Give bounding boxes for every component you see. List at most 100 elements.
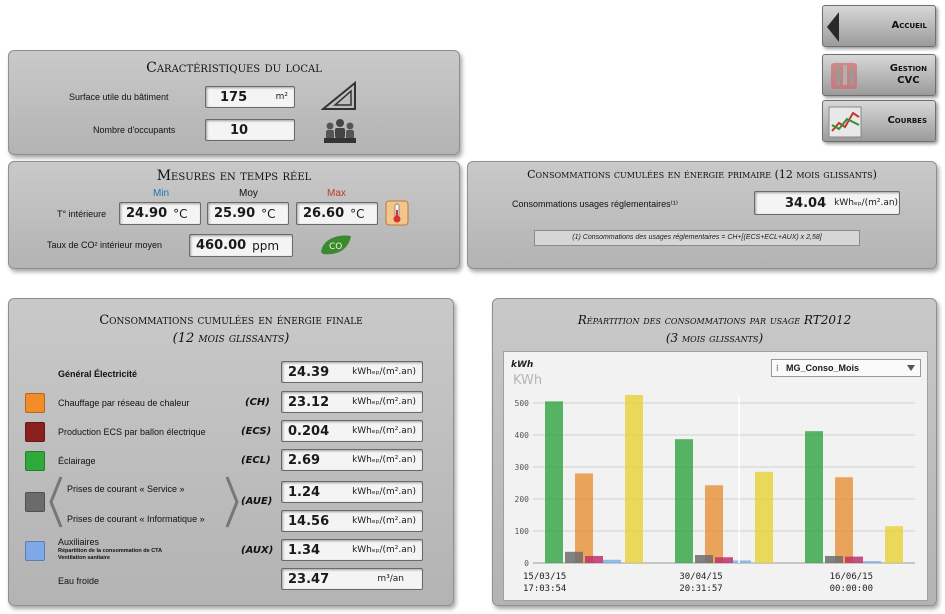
bar-total [885,526,903,563]
mg-conso-dropdown[interactable]: ⁝ MG_Conso_Mois [771,359,921,377]
y-axis-ghost-label: KWh [513,373,542,388]
ecs-code: (ECS) [241,426,272,437]
chauffage-value-box: 23.12 kWhₑₚ/(m².an) [281,391,423,413]
bar-eclairage [675,439,693,563]
bar-chauffage [705,485,723,563]
primaire-value-box: 34.04 kWhₑₚ/(m².an) [754,191,900,215]
bar-chauffage [575,473,593,563]
bar-eclairage [545,401,563,563]
eclairage-value: 2.69 [288,452,321,468]
aue-code: (AUE) [241,496,273,507]
surface-value: 175 [220,89,248,105]
chauffage-swatch [25,393,45,413]
mesures-title: Mesures en temps réel [156,168,312,184]
gestion-cvc-button[interactable]: Gestion CVC [822,54,936,96]
ecs-swatch [25,422,45,442]
primaire-unit: kWhₑₚ/(m².an) [834,198,899,208]
ecs-unit: kWhₑₚ/(m².an) [352,426,416,436]
y-tick-label: 500 [515,399,530,408]
courbes-button[interactable]: Courbes [822,100,936,142]
y-tick-label: 200 [515,495,530,504]
dropdown-arrow-icon [907,365,915,371]
occupants-value-box: 10 [205,119,295,141]
dropdown-value: MG_Conso_Mois [786,363,860,373]
primaire-title: Consommations cumulées en énergie primai… [527,168,877,181]
aux-swatch [25,541,45,561]
bar-aux [603,559,621,563]
y-tick-label: 300 [515,463,530,472]
aux-sub1: Répartition de la consommation de CTA [58,548,163,554]
ecs-value-box: 0.204 kWhₑₚ/(m².an) [281,420,423,442]
bar-chauffage [835,477,853,563]
aue-label-service: Prises de courant « Service » [67,484,185,494]
grip-icon: ⁝ [776,363,779,373]
primaire-label: Consommations usages réglementaires⁽¹⁾ [512,199,678,209]
aue-informatique-value: 14.56 [288,513,330,529]
chauffage-unit: kWhₑₚ/(m².an) [352,397,416,407]
people-icon [324,119,356,143]
y-axis-label: kWh [511,360,533,370]
mesures-panel: Mesures en temps réel Min Moy Max T° int… [8,161,460,269]
occupants-label: Nombre d'occupants [93,125,176,135]
ecs-label: Production ECS par ballon électrique [58,427,206,437]
general-value: 24.39 [288,364,330,380]
local-title: Caractéristiques du local [146,60,322,76]
temp-min-unit: °C [173,206,188,221]
building-icon [831,63,857,89]
aue-bracket-right-icon [225,476,239,528]
x-tick-label: 00:00:00 [830,584,873,594]
bar-ecs [715,557,733,563]
courbes-label: Courbes [887,115,927,126]
co2-leaf-icon: CO [321,235,351,255]
co2-label: Taux de CO² intérieur moyen [47,240,163,250]
temp-max-box: 26.60 °C [296,202,378,225]
finale-title-line2: (12 mois glissants) [172,331,290,346]
occupants-value: 10 [230,122,249,138]
gestion-cvc-label: Gestion CVC [889,63,927,86]
svg-text:CO: CO [329,242,342,252]
bar-aux [733,560,751,563]
temp-min-box: 24.90 °C [119,202,201,225]
eau-label: Eau froide [58,576,100,586]
bar-aux [863,561,881,563]
aux-label: Auxiliaires [58,537,100,547]
aux-value-box: 1.34 kWhₑₚ/(m².an) [281,539,423,561]
aue-informatique-unit: kWhₑₚ/(m².an) [352,516,416,526]
surface-value-box: 175 m² [205,86,295,108]
y-tick-label: 400 [515,431,530,440]
bar-aue [565,551,583,563]
aue-service-value: 1.24 [288,484,321,500]
aue-label-informatique: Prises de courant « Informatique » [67,514,205,524]
eau-unit: m³/an [377,574,404,584]
aue-informatique-value-box: 14.56 kWhₑₚ/(m².an) [281,510,423,532]
aue-swatch [25,492,45,512]
primaire-note: (1) Consommations des usages réglementai… [534,230,860,246]
bar-total [755,471,773,563]
temp-max-unit: °C [350,206,365,221]
y-tick-label: 100 [515,527,530,536]
primaire-panel: Consommations cumulées en énergie primai… [467,161,937,269]
co2-value: 460.00 [196,238,247,253]
temp-label: T° intérieure [57,209,107,219]
repartition-chart: kWh KWh 0 100 200 300 400 500 15/03/15 17:03:54 30… [511,360,915,594]
eclairage-code: (ECL) [241,455,271,466]
bar-total [625,395,643,563]
y-tick-label: 0 [524,559,529,568]
temp-moy-box: 25.90 °C [207,202,289,225]
aue-bracket-left-icon [49,476,63,528]
moy-label: Moy [239,188,258,199]
eau-value: 23.47 [288,571,330,587]
local-panel: Caractéristiques du local Surface utile … [8,50,460,155]
chauffage-value: 23.12 [288,394,330,410]
ecs-value: 0.204 [288,423,330,439]
x-tick-label: 30/04/15 [679,572,722,582]
bar-ecs [845,556,863,563]
co2-unit: ppm [252,238,280,253]
bar-eclairage [805,431,823,563]
eclairage-label: Éclairage [58,456,96,466]
chauffage-code: (CH) [245,397,270,408]
accueil-button[interactable]: Accueil [822,5,936,47]
eau-value-box: 23.47 m³/an [281,568,423,590]
co2-value-box: 460.00 ppm [189,234,293,257]
surface-label: Surface utile du bâtiment [69,92,169,102]
